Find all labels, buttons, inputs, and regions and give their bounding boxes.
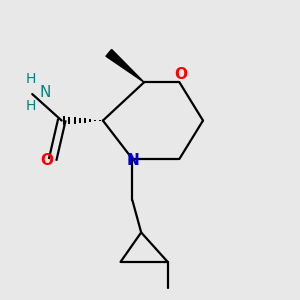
Text: N: N: [127, 153, 139, 168]
Text: H: H: [26, 99, 36, 113]
Text: N: N: [40, 85, 51, 100]
Polygon shape: [106, 50, 144, 82]
Text: O: O: [174, 68, 188, 82]
Text: H: H: [26, 72, 36, 86]
Text: O: O: [40, 153, 53, 168]
